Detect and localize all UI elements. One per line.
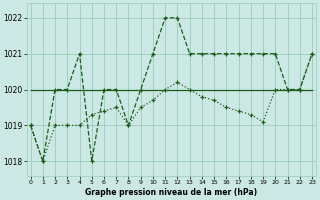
- X-axis label: Graphe pression niveau de la mer (hPa): Graphe pression niveau de la mer (hPa): [85, 188, 257, 197]
